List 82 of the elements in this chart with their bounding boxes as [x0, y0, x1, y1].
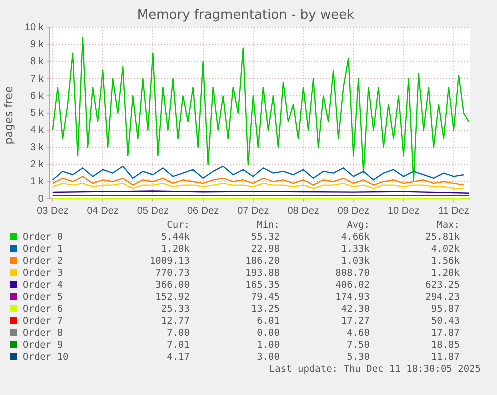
text: 1.00 [256, 340, 280, 352]
text: 17.87 [430, 328, 460, 340]
text: 1.03k [340, 256, 370, 268]
y-tick-label: 8 k [30, 56, 45, 68]
legend-label: Order 7 [22, 316, 64, 328]
text: 406.02 [334, 280, 370, 292]
text: 165.35 [244, 280, 280, 292]
text: 7.50 [346, 340, 370, 352]
text: 366.00 [154, 280, 190, 292]
text: 808.70 [334, 268, 370, 280]
legend-label: Order 3 [22, 268, 64, 280]
y-tick-label: 9 k [30, 39, 45, 50]
x-tick-label: 11 Dez [438, 206, 470, 217]
legend-label: Order 10 [22, 352, 70, 364]
text: 4.60 [346, 328, 370, 340]
text: 25.81k [424, 232, 460, 244]
y-tick-label: 5 k [30, 108, 45, 120]
text: 18.85 [430, 340, 460, 352]
chart-title: Memory fragmentation - by week [137, 8, 356, 24]
text: Last update: Thu Dec 11 18:30:05 2025 [268, 364, 482, 375]
text: 7.01 [166, 340, 190, 352]
legend-label: Order 9 [22, 340, 64, 352]
text: 7.00 [166, 328, 190, 340]
text: 55.32 [250, 232, 280, 244]
text: 186.20 [244, 256, 280, 268]
text: 5.30 [346, 352, 370, 364]
text: 294.23 [424, 292, 460, 304]
text: 42.30 [340, 304, 370, 316]
y-tick-label: 4 k [30, 125, 45, 136]
text: 12.77 [160, 316, 190, 328]
text: 152.92 [154, 292, 190, 304]
y-axis-title: pages free [2, 86, 16, 144]
text: 193.88 [244, 268, 280, 280]
legend-label: Order 5 [22, 292, 64, 304]
x-tick-label: 06 Dez [187, 206, 220, 217]
text: 4.66k [340, 232, 370, 244]
text: 79.45 [250, 292, 280, 304]
x-tick-label: 05 Dez [137, 206, 170, 217]
y-tick-label: 2 k [30, 159, 45, 170]
text: Max: [436, 220, 460, 232]
text: 22.98 [250, 244, 280, 256]
text: 1.33k [340, 244, 370, 256]
legend-label: Order 4 [22, 280, 64, 292]
legend-label: Order 2 [22, 256, 64, 268]
text: 1.20k [160, 244, 190, 256]
text: 770.73 [154, 268, 190, 280]
text: 25.33 [160, 304, 190, 316]
text: 11.87 [430, 352, 460, 364]
legend-label: Order 0 [22, 232, 64, 244]
y-tick-label: 3 k [30, 142, 45, 154]
text: Avg: [346, 220, 370, 232]
x-tick-label: 08 Dez [288, 206, 320, 217]
y-tick-label: 0 [38, 194, 44, 205]
y-tick-label: 10 k [24, 22, 45, 34]
text: 5.44k [160, 232, 190, 244]
y-tick-label: 1 k [30, 176, 45, 188]
x-tick-label: 10 Dez [388, 206, 420, 217]
text: 1.20k [430, 268, 460, 280]
text: 3.00 [256, 352, 280, 364]
legend-label: Order 6 [22, 304, 64, 316]
legend-label: Order 8 [22, 328, 64, 340]
text: 174.93 [334, 292, 370, 304]
text: 1009.13 [148, 256, 190, 268]
text: 50.43 [430, 316, 460, 328]
text: 6.01 [256, 316, 280, 328]
text: 95.87 [430, 304, 460, 316]
x-tick-label: 09 Dez [338, 206, 370, 217]
text: 4.02k [430, 244, 460, 256]
text: 4.17 [166, 352, 190, 364]
x-tick-label: 04 Dez [87, 206, 119, 217]
text: 17.27 [340, 316, 370, 328]
y-tick-label: 7 k [30, 74, 45, 85]
text: 0.00 [256, 328, 280, 340]
x-tick-label: 03 Dez [37, 206, 69, 217]
text: 623.25 [424, 280, 460, 292]
x-tick-label: 07 Dez [238, 206, 270, 217]
text: 13.25 [250, 304, 280, 316]
legend-label: Order 1 [22, 244, 64, 256]
text: Min: [256, 220, 280, 232]
y-tick-label: 6 k [30, 90, 45, 102]
text: 1.56k [430, 256, 460, 268]
text: Cur: [166, 220, 190, 232]
